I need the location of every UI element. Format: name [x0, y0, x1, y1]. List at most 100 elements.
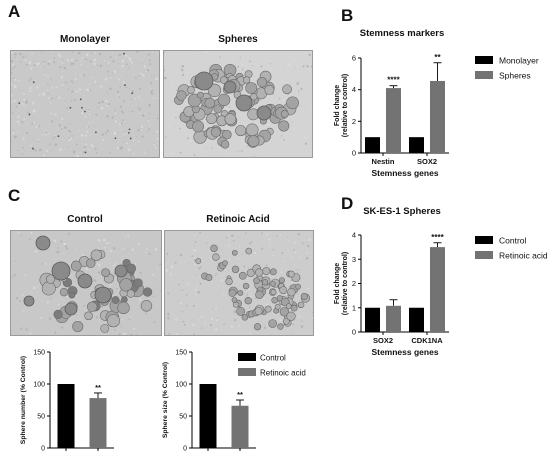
texture-speck: [31, 122, 34, 125]
texture-speck: [238, 237, 240, 238]
texture-speck: [12, 63, 15, 66]
texture-speck: [43, 63, 45, 65]
texture-speck: [118, 53, 121, 56]
texture-speck: [168, 297, 170, 300]
texture-speck: [35, 79, 37, 81]
sphere-cell: [205, 274, 213, 281]
texture-speck: [194, 274, 196, 276]
texture-speck: [127, 248, 129, 250]
texture-speck: [135, 333, 138, 335]
sphere-cell: [121, 296, 128, 303]
sphere-cell: [220, 140, 230, 149]
texture-speck: [199, 231, 201, 234]
texture-speck: [36, 62, 39, 66]
texture-speck: [305, 252, 308, 254]
texture-speck: [11, 235, 13, 237]
texture-speck: [47, 133, 50, 135]
texture-speck: [298, 148, 300, 150]
texture-speck: [194, 241, 197, 244]
texture-speck: [283, 260, 285, 263]
texture-speck: [49, 143, 51, 146]
sphere-cell: [235, 125, 247, 137]
texture-speck: [113, 132, 117, 136]
texture-speck: [30, 77, 32, 80]
large-sphere: [77, 273, 93, 289]
legend-label-retinoic-acid: Retinoic acid: [499, 251, 548, 261]
texture-speck: [267, 122, 270, 126]
texture-speck: [96, 107, 98, 109]
retinoic-acid-spheres-micrograph: [164, 230, 314, 336]
sphere-cell: [210, 127, 221, 138]
texture-speck: [215, 273, 218, 275]
panel-letter-a: A: [8, 2, 21, 21]
sphere-cell: [271, 296, 278, 304]
texture-speck: [129, 136, 131, 138]
texture-speck: [275, 328, 277, 330]
cell-dot: [84, 151, 87, 154]
texture-speck: [294, 264, 296, 266]
texture-speck: [83, 146, 86, 149]
sphere-cell: [197, 91, 204, 99]
panel-letter-b: B: [341, 6, 354, 25]
photo-label-monolayer: Monolayer: [59, 34, 110, 45]
texture-speck: [57, 247, 59, 249]
texture-speck: [287, 236, 289, 238]
texture-speck: [240, 150, 243, 152]
texture-speck: [66, 247, 69, 250]
texture-speck: [170, 105, 172, 107]
texture-speck: [272, 248, 275, 251]
texture-speck: [179, 301, 182, 305]
texture-speck: [133, 139, 135, 142]
texture-speck: [307, 244, 310, 248]
texture-speck: [35, 125, 38, 128]
texture-speck: [106, 242, 109, 245]
texture-speck: [89, 60, 92, 63]
texture-speck: [139, 72, 142, 75]
texture-speck: [249, 332, 252, 335]
texture-speck: [127, 67, 130, 69]
texture-speck: [23, 98, 26, 101]
texture-speck: [112, 60, 115, 63]
texture-speck: [44, 74, 46, 76]
texture-speck: [86, 131, 89, 133]
texture-speck: [84, 115, 87, 118]
y-axis-label: Sphere number (% Control): [20, 356, 27, 444]
texture-speck: [209, 324, 213, 327]
texture-speck: [102, 138, 105, 141]
texture-speck: [74, 77, 77, 80]
photo-label-retinoic-acid: Retinoic Acid: [206, 214, 270, 225]
texture-speck: [124, 237, 127, 239]
texture-speck: [127, 252, 129, 254]
texture-speck: [31, 66, 33, 68]
texture-speck: [307, 57, 309, 59]
texture-speck: [52, 248, 54, 250]
texture-speck: [128, 111, 130, 113]
texture-speck: [297, 64, 300, 67]
texture-speck: [152, 273, 154, 276]
texture-speck: [174, 261, 177, 264]
texture-speck: [165, 269, 169, 272]
cell-dot: [84, 110, 86, 113]
texture-speck: [116, 147, 119, 150]
texture-speck: [148, 252, 151, 255]
texture-speck: [17, 115, 20, 118]
texture-speck: [17, 231, 20, 234]
texture-speck: [93, 279, 97, 282]
texture-speck: [108, 242, 111, 244]
texture-speck: [17, 149, 19, 152]
y-tick-label: 150: [175, 350, 187, 357]
sphere-cell: [126, 289, 135, 298]
texture-speck: [113, 70, 116, 74]
texture-speck: [141, 100, 143, 102]
texture-speck: [294, 67, 296, 69]
texture-speck: [164, 51, 165, 54]
cell-dot: [128, 128, 131, 131]
texture-speck: [64, 126, 67, 129]
sphere-cell: [84, 311, 93, 321]
texture-speck: [15, 100, 17, 102]
texture-speck: [237, 65, 240, 68]
sphere-cell: [228, 289, 237, 297]
texture-speck: [255, 80, 257, 82]
x-tick-label-sox2: SOX2: [417, 157, 437, 166]
texture-speck: [197, 291, 200, 294]
